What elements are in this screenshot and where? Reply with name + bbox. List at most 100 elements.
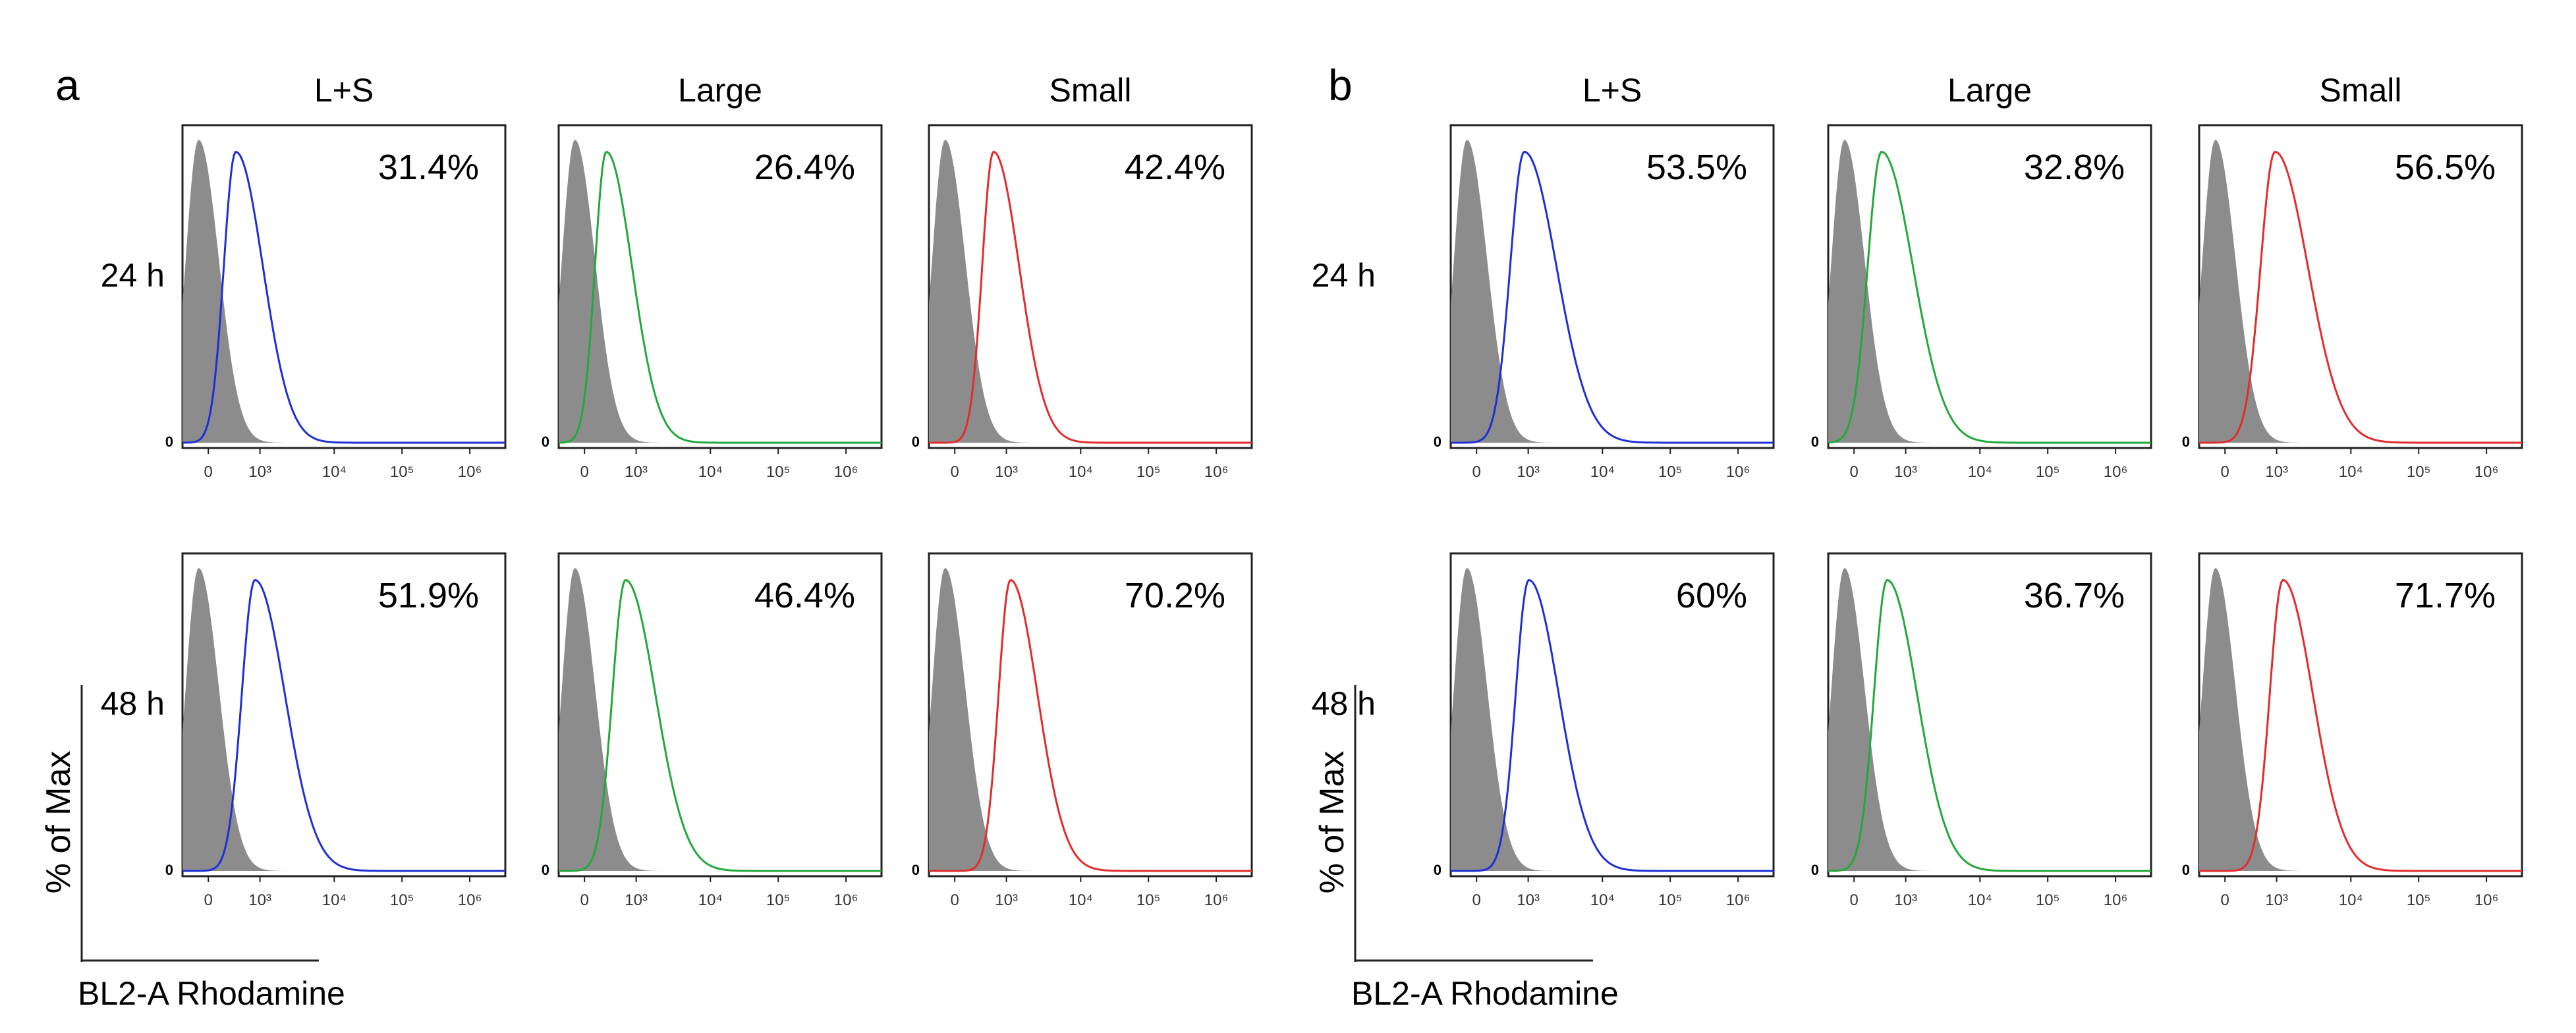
x-tick-label: 0	[951, 891, 959, 909]
percent-label: 36.7%	[2024, 576, 2125, 615]
x-tick-label: 0	[2221, 463, 2229, 481]
x-tick-label: 10⁵	[390, 463, 414, 481]
x-tick-label: 10³	[995, 463, 1018, 481]
column-title-a-0: L+S	[314, 72, 374, 109]
column-title-a-2: Small	[1049, 72, 1131, 109]
percent-label: 32.8%	[2024, 148, 2125, 187]
percent-label: 53.5%	[1646, 148, 1747, 187]
y-zero-label: 0	[2182, 862, 2190, 878]
x-tick-label: 10⁴	[1069, 463, 1093, 481]
x-tick-label: 10⁵	[766, 891, 791, 909]
x-tick-label: 0	[1472, 891, 1481, 909]
histogram-b-0-2: 56.5% 0 0 10³ 10⁴ 10⁵ 10⁶	[2182, 124, 2523, 481]
x-tick-label: 10⁶	[458, 463, 482, 481]
x-axis-label-a: BL2-A Rhodamine	[78, 975, 345, 1012]
histogram-a-1-1: 46.4% 0 0 10³ 10⁴ 10⁵ 10⁶	[542, 552, 883, 909]
histogram-a-0-2: 42.4% 0 0 10³ 10⁴ 10⁵ 10⁶	[912, 124, 1253, 481]
control-histogram	[559, 140, 882, 443]
panel-letter-a: a	[55, 61, 80, 109]
column-title-b-0: L+S	[1582, 72, 1642, 109]
control-histogram	[1828, 140, 2151, 443]
x-tick-label: 10⁵	[2036, 463, 2060, 481]
x-tick-label: 10⁵	[390, 891, 414, 909]
x-tick-label: 0	[2221, 891, 2229, 909]
x-tick-label: 0	[951, 463, 959, 481]
y-zero-label: 0	[1434, 862, 1442, 878]
x-tick-label: 10⁴	[1590, 463, 1615, 481]
percent-label: 71.7%	[2395, 576, 2496, 615]
x-tick-label: 10³	[1894, 463, 1917, 481]
percent-label: 26.4%	[754, 148, 855, 187]
x-tick-label: 10³	[2265, 463, 2288, 481]
sample-histogram-line	[1828, 578, 2151, 872]
column-title-b-2: Small	[2319, 72, 2401, 109]
row-label-b-1: 48 h	[1312, 685, 1376, 722]
control-histogram	[2199, 568, 2522, 871]
column-title-a-1: Large	[678, 72, 762, 109]
x-tick-label: 10⁶	[834, 891, 858, 909]
x-tick-label: 10⁴	[2339, 891, 2363, 909]
x-tick-label: 10³	[625, 891, 648, 909]
row-label-b-0: 24 h	[1312, 257, 1376, 294]
x-tick-label: 10⁵	[1136, 891, 1161, 909]
x-tick-label: 10⁴	[1968, 891, 1992, 909]
sample-histogram-line	[929, 578, 1252, 872]
x-tick-label: 10⁵	[1658, 891, 1683, 909]
x-tick-label: 10³	[2265, 891, 2288, 909]
sample-histogram-line	[182, 151, 505, 444]
x-tick-label: 10⁶	[1204, 891, 1229, 909]
sample-histogram-line	[2199, 578, 2522, 872]
x-tick-label: 10³	[248, 891, 271, 909]
x-tick-label: 10⁴	[1069, 891, 1093, 909]
row-label-a-1: 48 h	[101, 685, 165, 722]
x-tick-label: 10³	[1894, 891, 1917, 909]
control-histogram	[1451, 568, 1774, 871]
sample-histogram-line	[929, 150, 1252, 444]
x-tick-label: 0	[1850, 463, 1859, 481]
panel-letter-b: b	[1328, 61, 1353, 109]
percent-label: 42.4%	[1125, 148, 1225, 187]
control-histogram	[929, 568, 1252, 871]
column-title-b-1: Large	[1947, 72, 2032, 109]
x-tick-label: 10⁶	[2475, 891, 2499, 909]
y-zero-label: 0	[1811, 862, 1819, 878]
percent-label: 46.4%	[754, 576, 855, 615]
y-zero-label: 0	[542, 433, 549, 450]
x-tick-label: 10⁵	[2036, 891, 2060, 909]
control-histogram	[1828, 568, 2151, 871]
x-tick-label: 10⁴	[322, 891, 347, 909]
x-tick-label: 10⁵	[2407, 463, 2431, 481]
y-zero-label: 0	[912, 862, 920, 878]
histogram-a-0-1: 26.4% 0 0 10³ 10⁴ 10⁵ 10⁶	[542, 124, 883, 481]
x-tick-label: 10⁶	[2104, 891, 2128, 909]
x-tick-label: 10⁴	[1968, 463, 1992, 481]
x-tick-label: 0	[580, 891, 589, 909]
y-zero-label: 0	[912, 433, 920, 450]
sample-histogram-line	[1451, 150, 1774, 444]
percent-label: 31.4%	[378, 148, 479, 187]
control-histogram	[2199, 140, 2522, 443]
sample-histogram-line	[182, 579, 505, 872]
x-tick-label: 10⁴	[698, 463, 723, 481]
x-tick-label: 10⁶	[2475, 463, 2499, 481]
percent-label: 51.9%	[378, 576, 479, 615]
histogram-b-1-0: 60% 0 0 10³ 10⁴ 10⁵ 10⁶	[1434, 552, 1775, 909]
histogram-b-1-1: 36.7% 0 0 10³ 10⁴ 10⁵ 10⁶	[1811, 552, 2152, 909]
x-tick-label: 0	[204, 463, 213, 481]
y-zero-label: 0	[1811, 433, 1819, 450]
y-zero-label: 0	[1434, 433, 1442, 450]
x-tick-label: 10⁶	[458, 891, 482, 909]
x-tick-label: 0	[204, 891, 213, 909]
x-tick-label: 10³	[1517, 463, 1540, 481]
x-tick-label: 10⁴	[698, 891, 723, 909]
row-label-a-0: 24 h	[101, 257, 165, 294]
control-histogram	[182, 140, 505, 443]
sample-histogram-line	[2199, 150, 2522, 444]
x-tick-label: 10⁵	[2407, 891, 2431, 909]
y-zero-label: 0	[542, 862, 549, 878]
x-tick-label: 10⁶	[834, 463, 858, 481]
sample-histogram-line	[1451, 579, 1774, 872]
x-tick-label: 10⁵	[1136, 463, 1161, 481]
plot-frame	[928, 124, 1253, 449]
